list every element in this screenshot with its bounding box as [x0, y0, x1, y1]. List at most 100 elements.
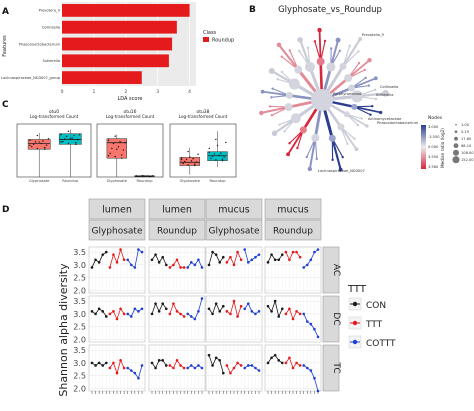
- panel-b-leaf-edge: [342, 50, 360, 67]
- panel-b-node: [271, 130, 278, 137]
- panel-b-size-legend-dot: [454, 136, 458, 141]
- panel-b-leaf-node: [323, 39, 327, 43]
- panel-d-point: [193, 263, 197, 267]
- panel-b-leaf-node: [357, 50, 360, 53]
- panel-a-category-label: Collinsella: [42, 26, 60, 30]
- panel-c-point: [117, 146, 120, 148]
- panel-d-y-tick-label: 2.5: [73, 274, 86, 283]
- panel-b-node: [317, 27, 322, 33]
- panel-b-node: [297, 37, 303, 43]
- panel-c-point: [34, 141, 37, 143]
- panel-d-point: [218, 261, 222, 264]
- panel-d-point: [154, 253, 157, 256]
- panel-b-node: [268, 67, 275, 75]
- panel-b-size-legend-value: 17.80: [461, 137, 472, 141]
- panel-d-faceted-line-chart: lumen Glyphosate lumen Roundup mucus Glyphosa…: [73, 198, 341, 394]
- panel-b-node: [339, 62, 347, 70]
- panel-b-size-legend-value: 5.19: [461, 130, 470, 134]
- panel-b-node: [288, 78, 300, 90]
- panel-d-row-strip: [322, 246, 340, 294]
- panel-d-point: [221, 255, 225, 259]
- panel-d-point: [168, 364, 172, 367]
- panel-d-point: [175, 310, 179, 313]
- panel-c-plot-title: otu38: [196, 109, 209, 115]
- panel-d-point: [295, 250, 298, 254]
- panel-d-point: [112, 310, 115, 313]
- panel-d-point: [200, 266, 204, 269]
- panel-c-point: [180, 158, 183, 161]
- panel-b-node: [335, 37, 341, 43]
- panel-b-branch: [341, 37, 362, 68]
- panel-b-branch: [340, 126, 358, 151]
- panel-b-node-label: Prevotella_9: [362, 33, 385, 37]
- panel-c-point: [147, 175, 149, 177]
- panel-d-point: [108, 266, 112, 269]
- panel-c-point: [29, 139, 31, 141]
- panel-b-leaf-node: [353, 137, 356, 141]
- panel-d-point: [108, 312, 112, 316]
- panel-b-node: [276, 42, 282, 48]
- panel-d-point: [225, 261, 229, 264]
- panel-d-point: [161, 255, 165, 259]
- panel-c-point: [107, 155, 110, 157]
- panel-b-leaf-node: [338, 49, 342, 52]
- panel-c-point: [38, 141, 40, 143]
- panel-b-leaf-node: [296, 146, 299, 150]
- panel-d-y-tick-label: 3.5: [73, 248, 86, 257]
- panel-b-node: [328, 134, 336, 142]
- panel-d-label: D: [2, 205, 9, 215]
- panel-c-point: [190, 160, 193, 162]
- panel-c-point: [111, 147, 113, 150]
- panel-d-point: [200, 366, 204, 370]
- panel-d-point: [302, 364, 306, 367]
- panel-c-point: [182, 162, 184, 165]
- panel-c-point: [192, 158, 194, 160]
- panel-d-point: [122, 312, 126, 316]
- panel-d-point: [221, 304, 225, 308]
- panel-b-root-node: [311, 89, 333, 111]
- panel-a-legend: Class Roundup: [203, 30, 234, 44]
- panel-b-leaf-node: [329, 47, 333, 50]
- panel-d-point: [280, 361, 284, 365]
- panel-d-point: [154, 302, 157, 305]
- panel-c-point: [180, 157, 183, 159]
- panel-d-point: [305, 263, 309, 267]
- panel-b-leaf-node: [313, 40, 317, 43]
- panel-b-node: [354, 147, 359, 152]
- panel-c-point: [32, 143, 35, 146]
- panel-d-column-strip-label: Roundup: [273, 227, 313, 237]
- panel-d-y-tick-label: 3.5: [73, 297, 86, 306]
- panel-c-point: [143, 175, 146, 177]
- panel-b-title: Glyphosate_vs_Roundup: [278, 5, 382, 15]
- panel-c-box: [27, 139, 51, 150]
- panel-d-point: [137, 376, 140, 380]
- panel-d-point: [211, 250, 214, 254]
- panel-b-size-legend-dot: [452, 156, 460, 164]
- panel-b-color-legend-value: -3.550: [428, 135, 440, 139]
- panel-a-legend-title: Class: [203, 30, 217, 36]
- panel-d-y-tick-label: 2.0: [73, 335, 86, 344]
- panel-d-legend-dot: [352, 301, 358, 307]
- panel-b-cladogram: Prevotella_9 Collinsella Sutterella Phas…: [259, 27, 474, 173]
- panel-d-legend-title: TTT: [347, 284, 367, 295]
- panel-b-node: [316, 57, 325, 66]
- panel-d-point: [115, 261, 119, 264]
- panel-d-point: [157, 261, 161, 264]
- panel-d-point: [150, 312, 154, 316]
- panel-c-point: [112, 142, 115, 145]
- panel-d-point: [280, 307, 284, 311]
- panel-d-column-strip: [264, 219, 322, 241]
- panel-c-point: [215, 159, 217, 161]
- panel-d-point: [164, 364, 168, 367]
- panel-d-point: [218, 359, 222, 362]
- panel-d-point: [186, 312, 190, 316]
- panel-a-category-label: Lachnospiraceae_ND3007_group: [1, 76, 61, 80]
- panel-b-node: [285, 91, 293, 99]
- panel-a-category-label: Prevotera_9: [39, 9, 61, 13]
- panel-d-point: [168, 312, 172, 316]
- panel-d-facet: [205, 246, 263, 294]
- panel-b-node-labels: Prevotella_9 Collinsella Sutterella Phas…: [318, 33, 419, 173]
- panel-b-branch: [261, 90, 291, 97]
- panel-b-leaf-node: [271, 87, 274, 90]
